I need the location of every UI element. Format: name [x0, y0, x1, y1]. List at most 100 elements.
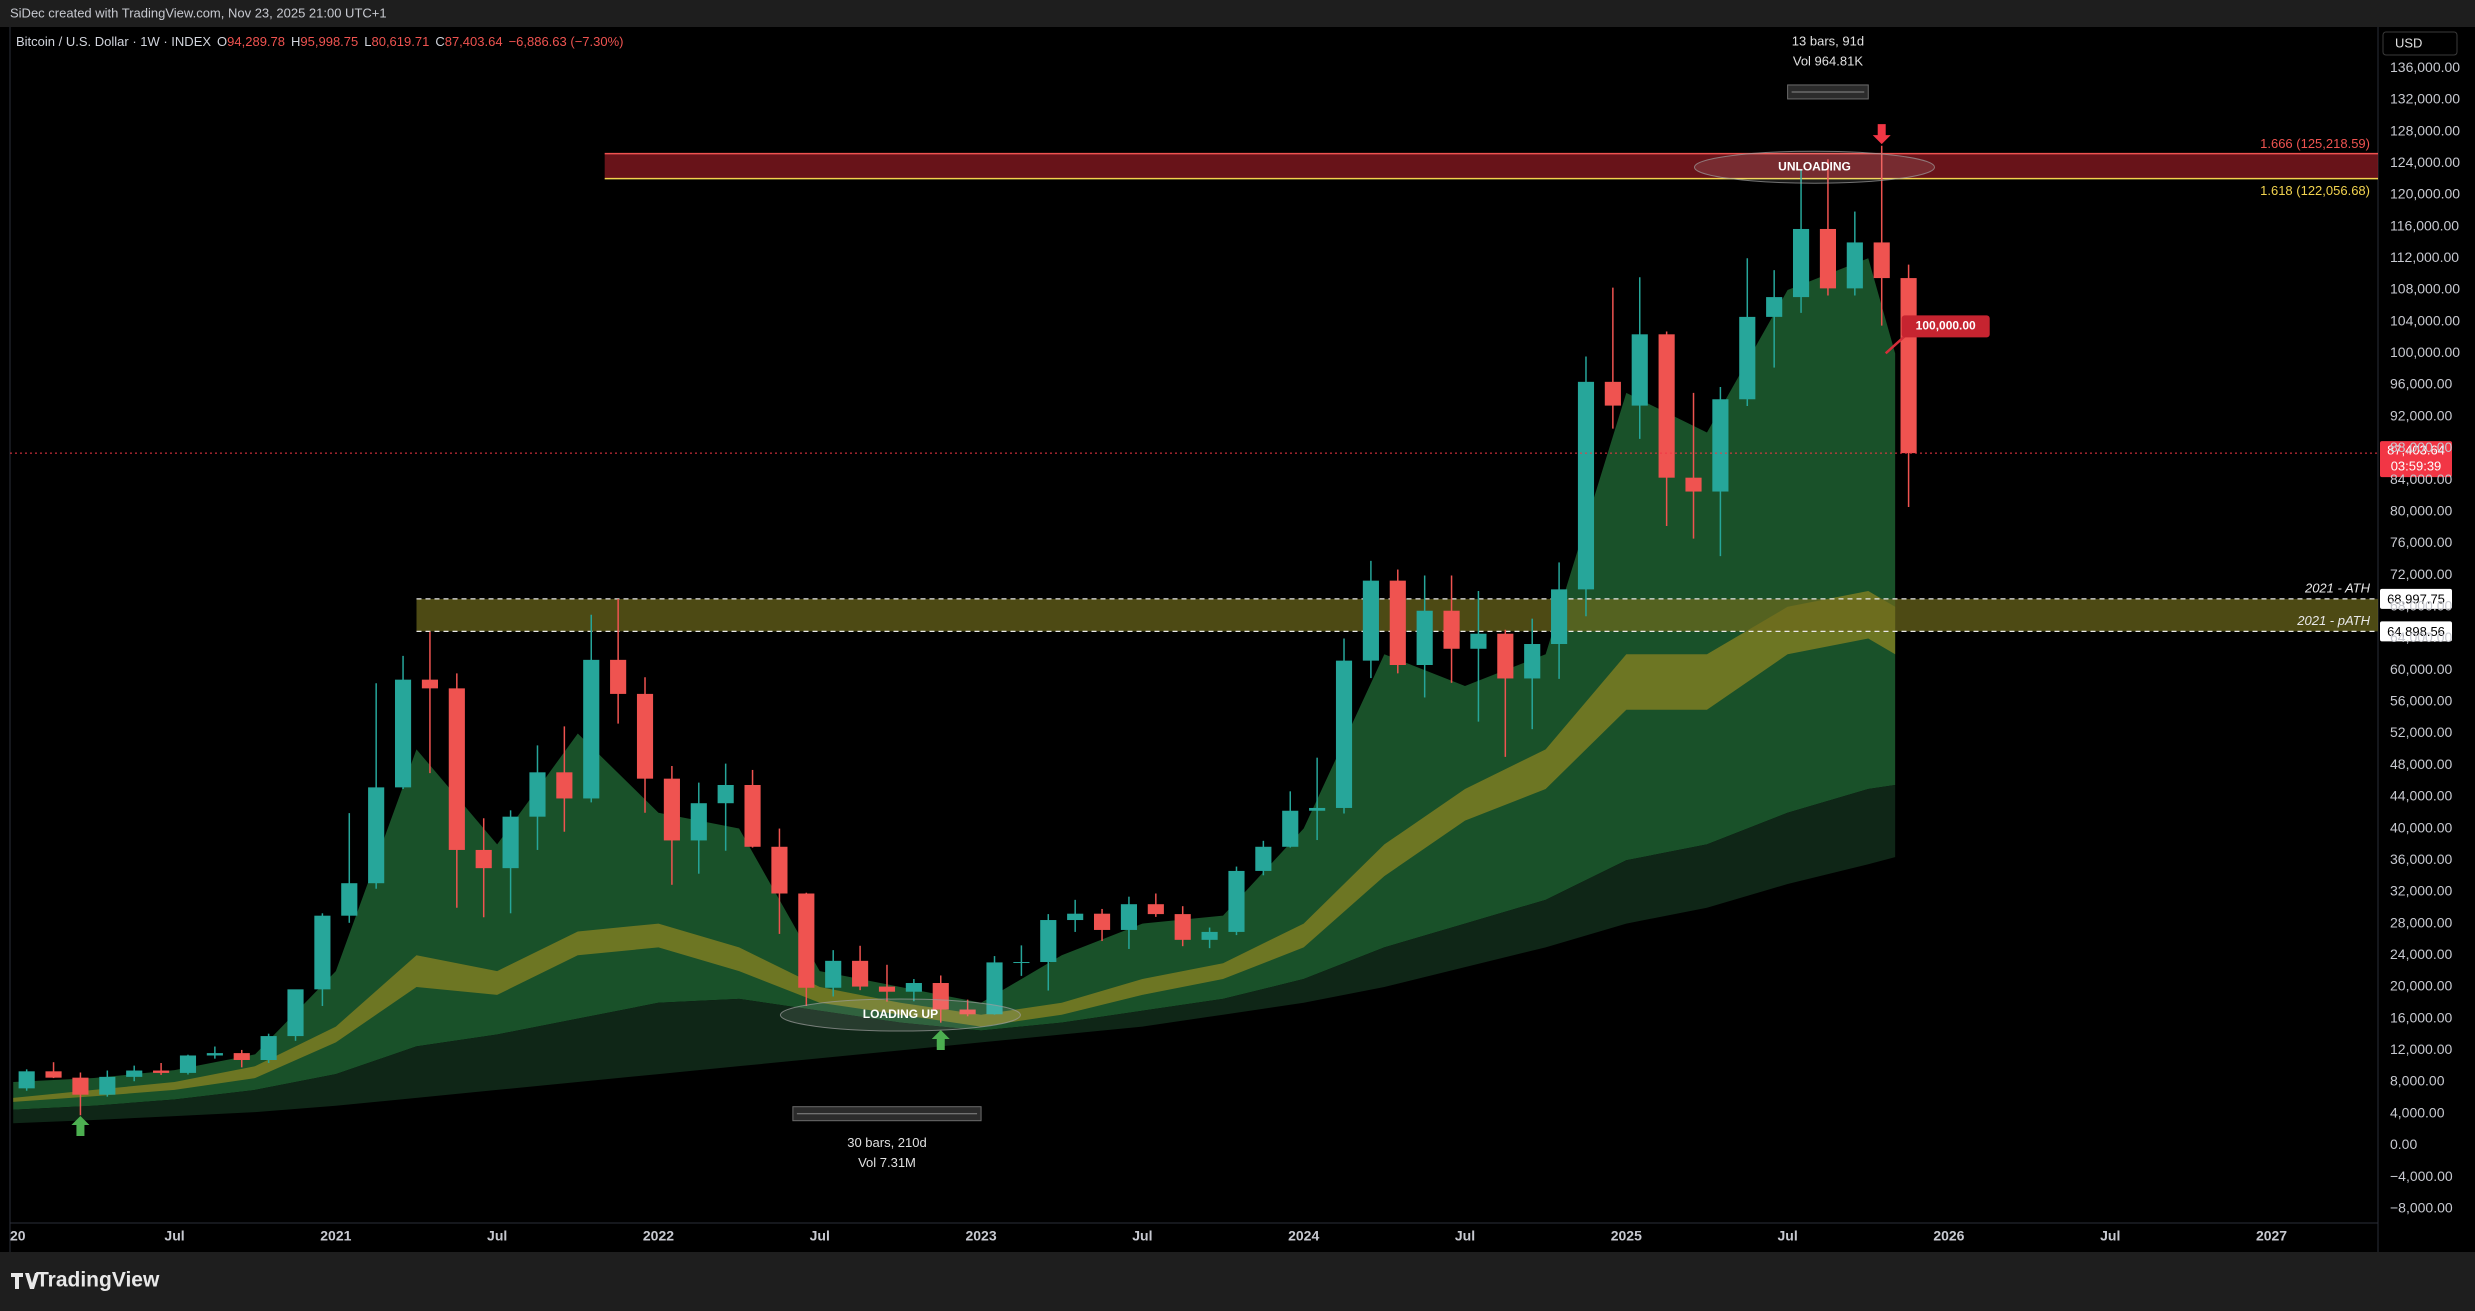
y-tick-label: 16,000.00 [2390, 1009, 2452, 1025]
y-tick-label: 52,000.00 [2390, 724, 2452, 740]
fib-label: 1.618 (122,056.68) [2260, 183, 2370, 198]
currency: USD [2395, 35, 2422, 50]
ohlc-value: 87,403.64 [445, 34, 503, 49]
change: −6,886.63 (−7.30%) [509, 34, 624, 49]
ath-name: 2021 - pATH [2296, 613, 2370, 628]
candle-body [583, 659, 600, 799]
ohlc-key: H [291, 34, 300, 49]
ohlc-value: 95,998.75 [300, 34, 358, 49]
x-tick-label: 2023 [965, 1228, 996, 1244]
x-tick-label: 2025 [1611, 1228, 1642, 1244]
ohlc-key: L [364, 34, 371, 49]
y-tick-label: 8,000.00 [2390, 1073, 2445, 1089]
candle-body [1282, 810, 1299, 847]
candle-body [610, 659, 627, 694]
candle-body [1551, 589, 1568, 645]
last-price-tag [2380, 441, 2452, 478]
y-tick-label: 44,000.00 [2390, 788, 2452, 804]
candle-body [1712, 399, 1729, 492]
y-tick-label: 12,000.00 [2390, 1041, 2452, 1057]
plot-area [13, 145, 2379, 1124]
x-tick-label: 20 [10, 1228, 26, 1244]
candle-body [1604, 381, 1621, 406]
footer-logo: TradingView [36, 1269, 160, 1292]
y-tick-label: 84,000.00 [2390, 471, 2452, 487]
candle-body [1873, 242, 1890, 279]
candle-body [341, 883, 358, 916]
ath-name: 2021 - ATH [2304, 580, 2371, 595]
y-tick-label: 124,000.00 [2390, 154, 2460, 170]
candle-body [717, 784, 734, 804]
measure-bars: 30 bars, 210d [847, 1135, 927, 1150]
ohlc-value: 94,289.78 [227, 34, 285, 49]
candle-body [448, 688, 465, 850]
candle-body [1362, 580, 1379, 661]
candle-body [45, 1071, 62, 1078]
top-bar [0, 0, 2475, 27]
last-price-label: 87,403.64 [2387, 443, 2445, 458]
candle-body [1093, 913, 1111, 930]
y-tick-label: 40,000.00 [2390, 819, 2452, 835]
candle-body [1389, 580, 1406, 665]
credit: SiDec created with TradingView.com, Nov … [10, 5, 387, 20]
y-tick-label: 64,000.00 [2390, 629, 2452, 645]
y-tick-label: 136,000.00 [2390, 59, 2460, 75]
candle-body [1846, 242, 1863, 289]
y-tick-label: 20,000.00 [2390, 978, 2452, 994]
y-tick-label: −4,000.00 [2390, 1168, 2453, 1184]
candle-body [905, 983, 922, 992]
measure-bars: 13 bars, 91d [1792, 33, 1864, 48]
ellipse-label: LOADING UP [863, 1007, 938, 1021]
candle-body [1174, 914, 1191, 940]
candle-body [1335, 660, 1353, 808]
candle-body [1685, 477, 1702, 492]
y-tick-label: 120,000.00 [2390, 186, 2460, 202]
candle-body [72, 1077, 89, 1095]
symbol: Bitcoin / U.S. Dollar · 1W · INDEX [16, 34, 211, 49]
x-tick-label: 2027 [2256, 1228, 2287, 1244]
candle-body [126, 1070, 143, 1077]
candle-body [959, 1009, 976, 1015]
x-tick-label: Jul [164, 1228, 184, 1244]
y-tick-label: 104,000.00 [2390, 312, 2460, 328]
candle-body [1766, 297, 1783, 317]
candle-body [771, 846, 788, 894]
candle-body [1255, 846, 1272, 871]
y-tick-label: 4,000.00 [2390, 1104, 2445, 1120]
y-tick-label: 96,000.00 [2390, 376, 2452, 392]
footer-bar [0, 1252, 2475, 1311]
y-tick-label: 112,000.00 [2390, 249, 2459, 265]
y-tick-label: 116,000.00 [2390, 217, 2459, 233]
ribbon-band [13, 784, 1896, 1124]
fib-label: 1.666 (125,218.59) [2260, 136, 2370, 151]
signal-arrow [931, 1029, 950, 1050]
candle-body [636, 693, 654, 779]
candle-body [1819, 228, 1837, 289]
candle-body [663, 778, 680, 841]
x-tick-label: Jul [487, 1228, 507, 1244]
callout-label: 100,000.00 [1916, 318, 1976, 332]
y-tick-label: 68,000.00 [2390, 597, 2452, 613]
candle-body [1524, 644, 1541, 679]
y-tick-label: 88,000.00 [2390, 439, 2452, 455]
candle-body [690, 803, 707, 841]
y-tick-label: 28,000.00 [2390, 914, 2452, 930]
y-tick-label: 36,000.00 [2390, 851, 2452, 867]
y-tick-label: 24,000.00 [2390, 946, 2452, 962]
candle-body [529, 772, 546, 817]
y-tick-label: 108,000.00 [2390, 281, 2460, 297]
candle-body [287, 989, 304, 1037]
candle-body [878, 986, 896, 992]
candle-body [1040, 920, 1057, 963]
measure-vol: Vol 964.81K [1793, 53, 1863, 68]
candle-body [1443, 610, 1460, 649]
candle-body [153, 1070, 170, 1073]
y-tick-label: 56,000.00 [2390, 693, 2452, 709]
candle-body [1416, 610, 1433, 665]
candle-body [206, 1053, 223, 1056]
y-tick-label: 72,000.00 [2390, 566, 2452, 582]
candle-body [556, 772, 573, 799]
candle-body [1201, 931, 1218, 940]
symbol-legend: Bitcoin / U.S. Dollar · 1W · INDEX O94,28… [16, 34, 623, 49]
